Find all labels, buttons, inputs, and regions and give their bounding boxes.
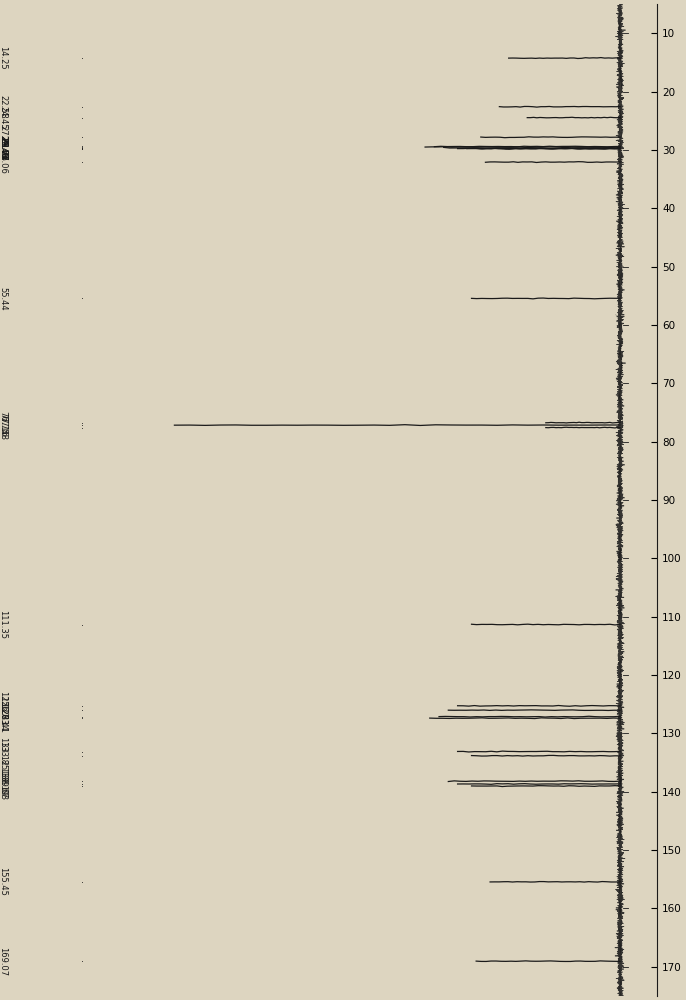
Text: 169.07: 169.07 [0,947,7,976]
Text: 14.25: 14.25 [0,46,7,70]
Text: 127.41: 127.41 [0,704,7,733]
Text: 127.14: 127.14 [0,702,7,731]
Text: 29.40: 29.40 [0,135,7,158]
Text: 29.77: 29.77 [0,137,7,161]
Text: 126.03: 126.03 [0,696,7,725]
Text: 32.06: 32.06 [0,150,7,174]
Text: 29.48: 29.48 [0,135,7,159]
Text: 27.81: 27.81 [0,125,7,149]
Text: 77.16: 77.16 [0,413,7,437]
Text: 138.19: 138.19 [0,767,7,796]
Text: 133.12: 133.12 [0,737,7,766]
Text: 155.45: 155.45 [0,867,7,896]
Text: 111.35: 111.35 [0,610,7,639]
Text: 55.44: 55.44 [0,287,7,310]
Text: 24.45: 24.45 [0,106,7,129]
Text: 29.76: 29.76 [0,137,7,161]
Text: 125.28: 125.28 [0,691,7,720]
Text: 29.74: 29.74 [0,137,7,160]
Text: 77.58: 77.58 [0,416,7,440]
Text: 22.58: 22.58 [0,95,7,119]
Text: 139.03: 139.03 [0,771,7,801]
Text: 76.74: 76.74 [0,411,7,435]
Text: 133.85: 133.85 [0,741,7,770]
Text: 29.65: 29.65 [0,136,7,160]
Text: 138.67: 138.67 [0,769,7,799]
